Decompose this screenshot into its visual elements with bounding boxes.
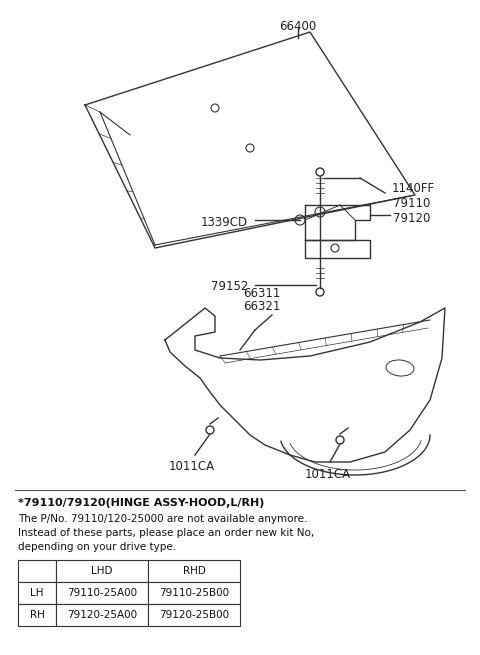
Text: *79110/79120(HINGE ASSY-HOOD,L/RH): *79110/79120(HINGE ASSY-HOOD,L/RH) bbox=[18, 498, 264, 508]
Text: LH: LH bbox=[30, 588, 44, 598]
Text: 1140FF: 1140FF bbox=[392, 183, 435, 195]
Text: 79120: 79120 bbox=[393, 212, 431, 225]
Bar bbox=[56, 560, 148, 582]
Text: 79110-25B00: 79110-25B00 bbox=[159, 588, 229, 598]
Bar bbox=[148, 604, 240, 626]
Text: 79120-25A00: 79120-25A00 bbox=[67, 610, 137, 620]
Text: RH: RH bbox=[30, 610, 45, 620]
Text: Instead of these parts, please place an order new kit No,: Instead of these parts, please place an … bbox=[18, 528, 314, 538]
Text: The P/No. 79110/120-25000 are not available anymore.: The P/No. 79110/120-25000 are not availa… bbox=[18, 514, 307, 524]
Text: LHD: LHD bbox=[91, 566, 113, 576]
Text: 66321: 66321 bbox=[243, 300, 281, 313]
Text: 1339CD: 1339CD bbox=[201, 215, 248, 229]
Text: 1011CA: 1011CA bbox=[169, 460, 215, 473]
Text: 66400: 66400 bbox=[279, 20, 317, 33]
Text: 79110: 79110 bbox=[393, 197, 431, 210]
Text: 79120-25B00: 79120-25B00 bbox=[159, 610, 229, 620]
Text: 1011CA: 1011CA bbox=[305, 468, 351, 481]
Text: 79152: 79152 bbox=[211, 280, 248, 293]
Text: 79110-25A00: 79110-25A00 bbox=[67, 588, 137, 598]
Text: 66311: 66311 bbox=[243, 287, 281, 300]
Bar bbox=[56, 604, 148, 626]
Text: RHD: RHD bbox=[182, 566, 205, 576]
Text: depending on your drive type.: depending on your drive type. bbox=[18, 542, 176, 552]
Bar bbox=[18, 604, 56, 626]
Bar bbox=[18, 560, 56, 582]
Bar bbox=[18, 582, 56, 604]
Bar bbox=[148, 560, 240, 582]
Bar bbox=[56, 582, 148, 604]
Bar bbox=[148, 582, 240, 604]
